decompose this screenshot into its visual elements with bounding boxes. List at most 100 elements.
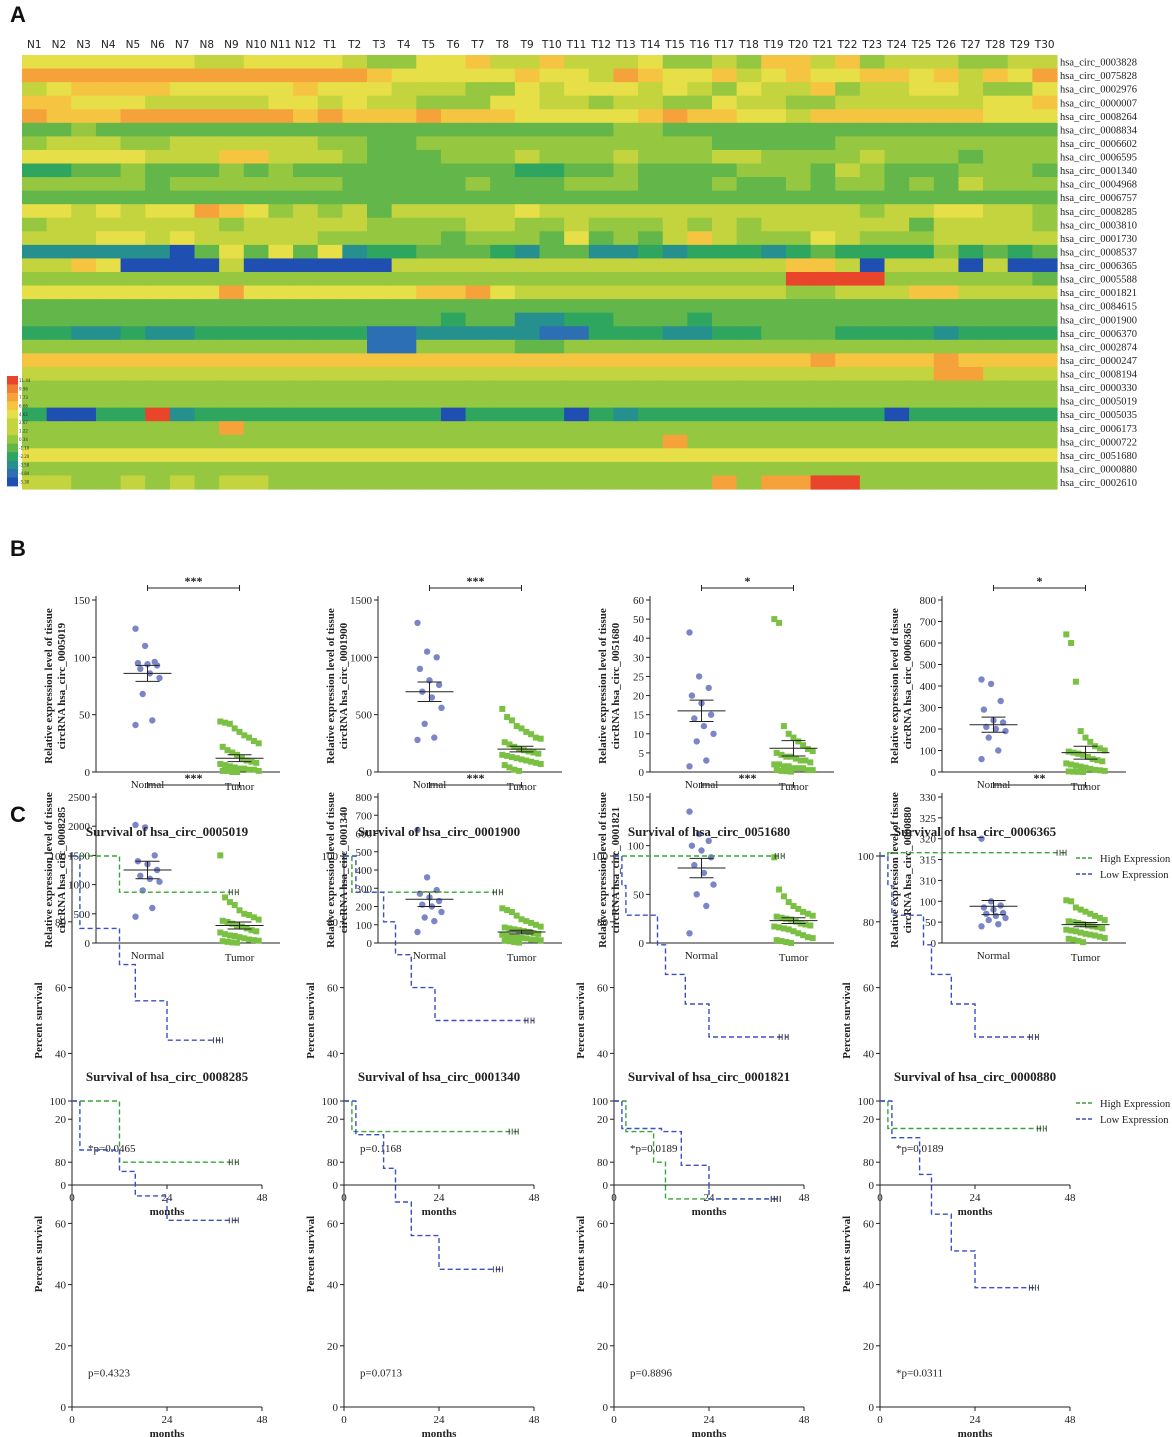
tumor-point	[520, 928, 527, 935]
tumor-point	[250, 914, 257, 921]
heatmap-cell	[465, 122, 491, 137]
normal-point	[137, 872, 144, 879]
heatmap-cell	[933, 326, 960, 341]
normal-point	[978, 923, 985, 930]
survival-plot: Survival of hsa_circ_0005019020406080100…	[33, 824, 268, 1218]
heatmap-cell	[884, 82, 910, 97]
heatmap-cell	[46, 448, 72, 463]
tumor-point	[1063, 897, 1070, 904]
tumor-point	[804, 767, 811, 774]
heatmap-cell	[490, 380, 516, 395]
y-tick-label: 20	[327, 1341, 339, 1353]
heatmap-cell	[983, 299, 1009, 314]
heatmap-cell	[391, 475, 417, 490]
heatmap-cell	[367, 448, 393, 463]
heatmap-cell	[588, 366, 615, 382]
heatmap-cell	[71, 394, 97, 409]
heatmap-cell	[22, 190, 48, 205]
heatmap-cell	[194, 231, 220, 246]
heatmap-cell	[662, 299, 688, 314]
y-tick-label: 0	[639, 767, 645, 779]
heatmap-cell	[835, 122, 861, 137]
heatmap-cell	[490, 339, 516, 354]
heatmap-cell	[293, 407, 319, 422]
heatmap-cell	[71, 231, 97, 246]
heatmap-cell	[1007, 231, 1033, 246]
tumor-point	[518, 934, 525, 941]
heatmap-cell	[145, 353, 171, 368]
heatmap-row-label: hsa_circ_0002874	[1060, 342, 1138, 353]
heatmap-cell	[859, 163, 886, 178]
heatmap-cell	[638, 299, 664, 314]
heatmap-cell	[638, 448, 664, 463]
heatmap-cell	[416, 353, 442, 368]
tumor-point	[511, 766, 518, 773]
heatmap-cell	[317, 68, 343, 83]
heatmap-cell	[342, 461, 368, 477]
heatmap-cell	[564, 244, 590, 260]
heatmap-cell	[243, 272, 270, 287]
y-tick-label: 80	[863, 917, 875, 929]
y-tick-label: 100	[322, 851, 339, 863]
heatmap-cell	[564, 366, 590, 382]
panel-label-b: B	[10, 536, 26, 561]
heatmap-cell	[613, 82, 639, 97]
heatmap-cell	[1032, 461, 1058, 477]
heatmap-cell	[810, 163, 836, 178]
heatmap-cell	[145, 55, 171, 70]
heatmap-cell	[761, 109, 787, 124]
heatmap-cell	[983, 68, 1009, 83]
tumor-point	[1101, 917, 1108, 924]
heatmap-column-label: N7	[175, 39, 190, 51]
heatmap-cell	[810, 285, 836, 300]
heatmap-cell	[145, 136, 171, 151]
heatmap-cell	[243, 190, 270, 205]
normal-point	[698, 847, 705, 854]
heatmap-cell	[958, 55, 984, 70]
heatmap-cell	[22, 353, 48, 368]
heatmap-cell	[145, 231, 171, 246]
heatmap-cell	[268, 95, 294, 110]
heatmap-cell	[465, 272, 491, 287]
y-axis-label: Relative expression level of tissue	[325, 792, 337, 948]
y-tick-label: 500	[356, 847, 373, 859]
heatmap-cell	[761, 285, 787, 300]
x-tick-label: 24	[970, 1192, 982, 1204]
heatmap-cell	[687, 272, 713, 287]
heatmap-cell	[317, 407, 343, 422]
heatmap-cell	[490, 353, 516, 368]
heatmap-cell	[933, 55, 960, 70]
normal-point	[980, 904, 988, 911]
heatmap-cell	[958, 380, 984, 395]
heatmap-cell	[761, 204, 787, 219]
heatmap-cell	[317, 299, 343, 314]
heatmap-row-label: hsa_circ_0001730	[1060, 234, 1137, 245]
heatmap-cell	[22, 82, 48, 97]
heatmap-cell	[564, 326, 590, 341]
heatmap-cell	[440, 177, 467, 192]
tumor-point	[780, 723, 787, 730]
heatmap-cell	[761, 380, 787, 395]
tumor-point	[518, 756, 525, 763]
heatmap-row-label: hsa_circ_0000330	[1060, 383, 1137, 394]
tumor-point	[1101, 747, 1108, 754]
tumor-point	[508, 909, 515, 915]
heatmap-cell	[909, 109, 935, 124]
y-tick-label: 700	[920, 617, 937, 629]
heatmap-cell	[1032, 258, 1058, 273]
heatmap-cell	[736, 380, 762, 395]
heatmap-cell	[440, 448, 467, 463]
heatmap-cell	[95, 82, 122, 97]
tumor-point	[1075, 750, 1082, 757]
tumor-point	[229, 920, 236, 927]
heatmap-cell	[169, 475, 196, 490]
heatmap-cell	[145, 272, 171, 287]
heatmap-cell	[712, 163, 738, 178]
heatmap-column-label: T22	[837, 39, 858, 51]
heatmap-cell	[662, 122, 688, 137]
heatmap-cell	[983, 204, 1009, 219]
heatmap-cell	[983, 190, 1009, 205]
heatmap-row-label: hsa_circ_0008834	[1060, 125, 1138, 136]
heatmap-row-label: hsa_circ_0005035	[1060, 410, 1137, 421]
heatmap-cell	[440, 407, 467, 422]
